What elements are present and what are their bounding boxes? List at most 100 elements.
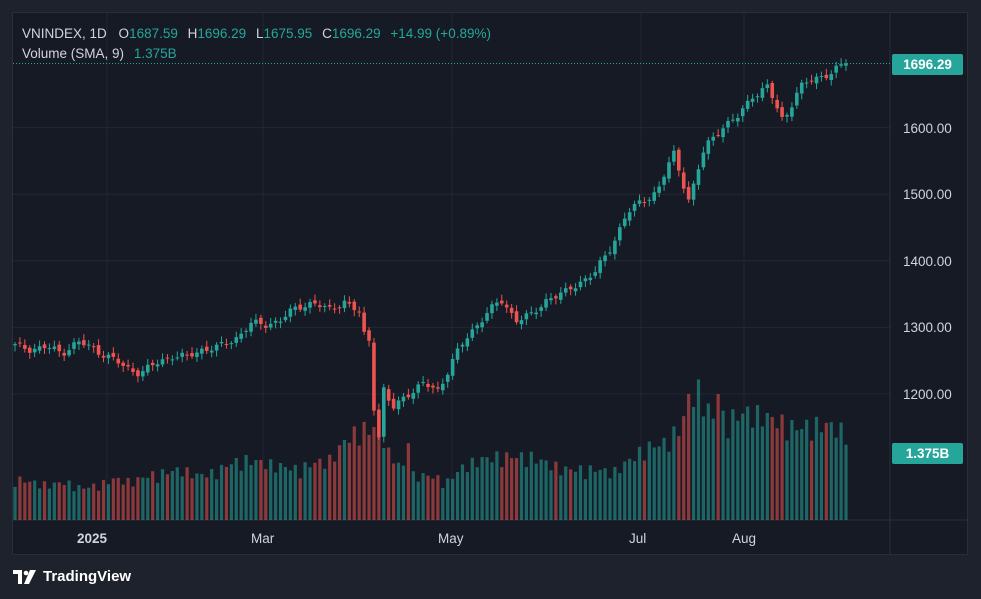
volume-bar [411, 471, 415, 520]
candle-body [106, 354, 111, 359]
candle-body [578, 281, 583, 288]
candle-body [111, 352, 116, 357]
candle-body [229, 343, 234, 345]
volume-bar [618, 473, 622, 520]
volume-bar [677, 436, 681, 520]
volume-bar [155, 482, 160, 520]
volume-bar [328, 454, 332, 520]
volume-bar [387, 447, 391, 520]
candle-body [401, 396, 406, 402]
candle-body [214, 344, 219, 351]
candle-body [775, 99, 779, 109]
candle-body [755, 96, 760, 98]
volume-bar [165, 474, 170, 520]
candle-body [455, 348, 460, 360]
y-tick-label: 1200.00 [903, 387, 952, 402]
candle-body [27, 347, 32, 353]
volume-bar [116, 477, 120, 520]
volume-bar [701, 416, 706, 520]
volume-bar [844, 444, 848, 520]
volume-bar [52, 482, 56, 520]
candle-body [141, 371, 145, 377]
candle-body [47, 348, 52, 350]
volume-bar [460, 464, 465, 520]
y-tick-label: 1300.00 [903, 320, 952, 335]
candle-body [209, 350, 214, 353]
volume-bar [711, 418, 715, 520]
candle-body [37, 346, 42, 351]
volume-bar [731, 409, 735, 520]
candle-body [372, 342, 376, 411]
volume-bar [519, 452, 524, 520]
candle-body [440, 383, 445, 391]
candle-body [844, 63, 848, 66]
volume-bar [274, 472, 278, 520]
volume-bar [564, 466, 568, 520]
volume-bar [446, 478, 450, 520]
volume-bar [219, 464, 224, 520]
volume-bar [795, 430, 799, 520]
volume-bar [470, 457, 474, 520]
volume-bar [775, 428, 779, 520]
volume-bar [288, 470, 292, 520]
candle-body [13, 344, 17, 346]
volume-bar [613, 466, 617, 520]
volume-bar [588, 465, 592, 520]
candle-body [150, 362, 155, 366]
volume-bar [401, 465, 406, 520]
volume-bar [249, 464, 253, 520]
volume-bar [146, 477, 150, 520]
volume-bar [436, 475, 440, 520]
volume-badge: 1.375B [892, 443, 963, 464]
candle-body [485, 313, 489, 321]
volume-bar [47, 488, 52, 520]
volume-bar [372, 427, 376, 520]
volume-bar [239, 470, 243, 520]
brand[interactable]: TradingView [13, 568, 131, 585]
candle-body [721, 128, 725, 138]
volume-bar [750, 427, 755, 520]
candle-body [726, 120, 730, 128]
candle-body [603, 255, 607, 262]
candle-body [740, 108, 745, 117]
volume-bar [293, 464, 297, 520]
volume-bar [598, 469, 602, 520]
volume-bar [362, 421, 366, 520]
legend-close-label: C [322, 26, 332, 41]
volume-bar [421, 473, 425, 520]
candle-body [116, 358, 121, 364]
volume-bar [441, 488, 445, 520]
candle-body [322, 305, 327, 307]
volume-bar [264, 469, 268, 520]
candle-body [239, 333, 243, 339]
volume-bar [765, 412, 769, 520]
candle-body [396, 400, 401, 410]
volume-bar [829, 422, 833, 520]
volume-bar [313, 462, 317, 520]
candle-body [642, 201, 647, 203]
candle-body [632, 203, 637, 211]
volume-bar [682, 416, 686, 520]
candle-body [303, 307, 307, 311]
candle-body [681, 172, 686, 189]
chart-frame[interactable] [12, 12, 968, 555]
candle-body [686, 187, 691, 200]
candle-body [593, 272, 598, 276]
candle-body [318, 305, 322, 308]
volume-bar [101, 479, 106, 520]
volume-bar [746, 406, 750, 520]
volume-bar [333, 461, 337, 520]
x-tick-label: Jul [629, 531, 647, 546]
x-tick-label: Aug [732, 531, 757, 546]
y-tick-label: 1400.00 [903, 254, 952, 269]
candle-body [254, 319, 258, 324]
candle-body [283, 316, 288, 321]
volume-bar [367, 434, 371, 520]
candle-body [745, 100, 750, 109]
volume-bar [524, 466, 528, 520]
volume-bar [495, 451, 499, 520]
candle-body [731, 119, 735, 121]
candle-body [126, 364, 130, 367]
volume-bar [500, 467, 504, 520]
